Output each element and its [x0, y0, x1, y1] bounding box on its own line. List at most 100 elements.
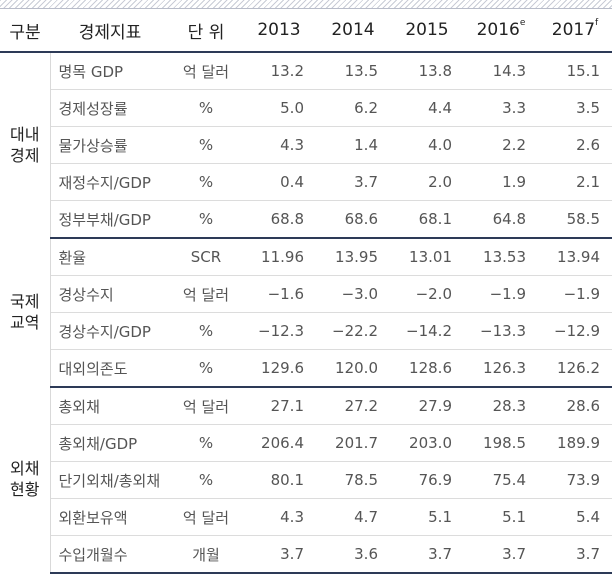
value-cell: −2.0 — [390, 275, 464, 313]
value-cell: −12.3 — [242, 312, 316, 350]
table-row: 외환보유액 억 달러 4.3 4.7 5.1 5.1 5.4 — [0, 498, 612, 536]
unit-cell: 억 달러 — [170, 52, 242, 90]
value-cell: 13.8 — [390, 52, 464, 90]
value-cell: −1.9 — [538, 275, 612, 313]
value-cell: 3.7 — [538, 535, 612, 574]
value-cell: 1.4 — [316, 126, 390, 164]
table-row: 수입개월수 개월 3.7 3.6 3.7 3.7 3.7 — [0, 535, 612, 574]
value-cell: −13.3 — [464, 312, 538, 350]
value-cell: 68.6 — [316, 200, 390, 239]
header-unit: 단 위 — [170, 9, 242, 53]
indicator-name: 대외의존도 — [50, 349, 170, 388]
value-cell: 2.2 — [464, 126, 538, 164]
value-cell: 2.6 — [538, 126, 612, 164]
value-cell: 128.6 — [390, 349, 464, 388]
table-row: 대내 경제 명목 GDP 억 달러 13.2 13.5 13.8 14.3 15.1 — [0, 52, 612, 238]
unit-cell: % — [170, 461, 242, 499]
value-cell: 78.5 — [316, 461, 390, 499]
table-row: 단기외채/총외채% 80.1 78.5 76.9 75.4 73.9 — [0, 461, 612, 499]
table-row: 총외채/GDP% 206.4 201.7 203.0 198.5 189.9 — [0, 424, 612, 462]
value-cell: 206.4 — [242, 424, 316, 462]
value-cell: 3.7 — [316, 163, 390, 201]
value-cell: 68.8 — [242, 200, 316, 239]
value-cell: 28.3 — [464, 387, 538, 425]
unit-cell: 개월 — [170, 535, 242, 574]
table-row: 물가상승률% 4.3 1.4 4.0 2.2 2.6 — [0, 126, 612, 164]
unit-cell: % — [170, 200, 242, 239]
value-cell: 75.4 — [464, 461, 538, 499]
value-cell: 13.95 — [316, 238, 390, 276]
value-cell: 27.9 — [390, 387, 464, 425]
value-cell: 27.2 — [316, 387, 390, 425]
indicator-name: 명목 GDP — [50, 52, 170, 90]
value-cell: 3.6 — [316, 535, 390, 574]
indicator-name: 환율 — [50, 238, 170, 276]
header-category: 구분 — [0, 9, 50, 53]
header-year: 2016e — [464, 9, 538, 53]
value-cell: 120.0 — [316, 349, 390, 388]
value-cell: 4.4 — [390, 89, 464, 127]
value-cell: −12.9 — [538, 312, 612, 350]
section-label: 대내 경제 — [0, 52, 51, 238]
header-year: 2015 — [390, 9, 464, 53]
value-cell: 189.9 — [538, 424, 612, 462]
section-label: 외채 현황 — [0, 387, 51, 573]
value-cell: 3.7 — [464, 535, 538, 574]
value-cell: 64.8 — [464, 200, 538, 239]
value-cell: 2.0 — [390, 163, 464, 201]
table-row: 대외의존도% 129.6 120.0 128.6 126.3 126.2 — [0, 349, 612, 388]
unit-cell: 억 달러 — [170, 387, 242, 425]
value-cell: 6.2 — [316, 89, 390, 127]
value-cell: 13.01 — [390, 238, 464, 276]
table-row: 재정수지/GDP% 0.4 3.7 2.0 1.9 2.1 — [0, 163, 612, 201]
value-cell: −1.9 — [464, 275, 538, 313]
indicator-name: 총외채 — [50, 387, 170, 425]
value-cell: 13.53 — [464, 238, 538, 276]
value-cell: 3.7 — [242, 535, 316, 574]
header-year: 2013 — [242, 9, 316, 53]
table-row: 경상수지/GDP% −12.3 −22.2 −14.2 −13.3 −12.9 — [0, 312, 612, 350]
unit-cell: 억 달러 — [170, 498, 242, 536]
value-cell: 3.7 — [390, 535, 464, 574]
value-cell: 126.2 — [538, 349, 612, 388]
value-cell: 0.4 — [242, 163, 316, 201]
value-cell: 2.1 — [538, 163, 612, 201]
table-row: 정부부채/GDP% 68.8 68.6 68.1 64.8 58.5 — [0, 200, 612, 239]
value-cell: 80.1 — [242, 461, 316, 499]
table-row: 국제 교역 환율 SCR 11.96 13.95 13.01 13.53 13.94 — [0, 238, 612, 387]
value-cell: 13.5 — [316, 52, 390, 90]
value-cell: −1.6 — [242, 275, 316, 313]
value-cell: 126.3 — [464, 349, 538, 388]
table-row: 경상수지 억 달러 −1.6 −3.0 −2.0 −1.9 −1.9 — [0, 275, 612, 313]
value-cell: 73.9 — [538, 461, 612, 499]
value-cell: 11.96 — [242, 238, 316, 276]
value-cell: 15.1 — [538, 52, 612, 90]
value-cell: 5.4 — [538, 498, 612, 536]
value-cell: −14.2 — [390, 312, 464, 350]
indicator-name: 총외채/GDP — [50, 424, 170, 462]
indicator-name: 경제성장률 — [50, 89, 170, 127]
value-cell: 13.2 — [242, 52, 316, 90]
indicator-name: 수입개월수 — [50, 535, 170, 574]
unit-cell: SCR — [170, 238, 242, 276]
header-hatch-bar — [0, 0, 612, 9]
value-cell: 203.0 — [390, 424, 464, 462]
value-cell: 4.7 — [316, 498, 390, 536]
value-cell: 5.0 — [242, 89, 316, 127]
value-cell: 1.9 — [464, 163, 538, 201]
economic-indicators-table: 구분 경제지표 단 위 2013 2014 2015 2016e 2017f 대… — [0, 9, 612, 574]
value-cell: 13.94 — [538, 238, 612, 276]
header-indicator: 경제지표 — [50, 9, 170, 53]
indicator-name: 물가상승률 — [50, 126, 170, 164]
table-header-row: 구분 경제지표 단 위 2013 2014 2015 2016e 2017f — [0, 9, 612, 53]
value-cell: 129.6 — [242, 349, 316, 388]
header-year: 2017f — [538, 9, 612, 53]
value-cell: 4.3 — [242, 498, 316, 536]
value-cell: 68.1 — [390, 200, 464, 239]
unit-cell: 억 달러 — [170, 275, 242, 313]
value-cell: 4.3 — [242, 126, 316, 164]
unit-cell: % — [170, 163, 242, 201]
value-cell: 28.6 — [538, 387, 612, 425]
value-cell: 3.3 — [464, 89, 538, 127]
value-cell: 5.1 — [390, 498, 464, 536]
